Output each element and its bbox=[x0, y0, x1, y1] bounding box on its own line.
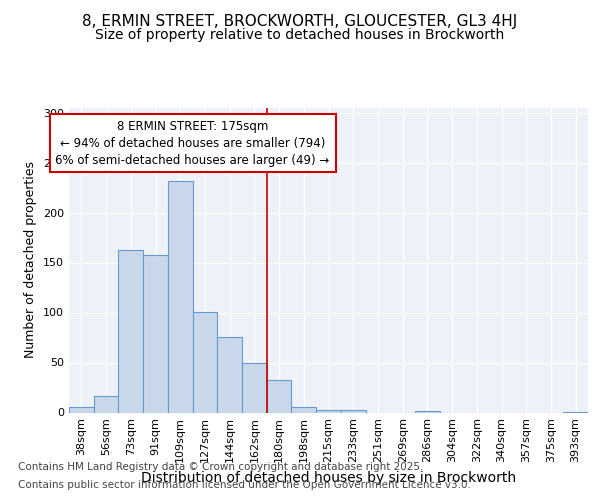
Bar bbox=[94, 396, 118, 412]
Text: 8, ERMIN STREET, BROCKWORTH, GLOUCESTER, GL3 4HJ: 8, ERMIN STREET, BROCKWORTH, GLOUCESTER,… bbox=[82, 14, 518, 29]
Y-axis label: Number of detached properties: Number of detached properties bbox=[25, 162, 37, 358]
Bar bbox=[267, 380, 292, 412]
Bar bbox=[193, 312, 217, 412]
Text: 8 ERMIN STREET: 175sqm
← 94% of detached houses are smaller (794)
6% of semi-det: 8 ERMIN STREET: 175sqm ← 94% of detached… bbox=[55, 120, 329, 166]
X-axis label: Distribution of detached houses by size in Brockworth: Distribution of detached houses by size … bbox=[141, 470, 516, 484]
Text: Size of property relative to detached houses in Brockworth: Size of property relative to detached ho… bbox=[95, 28, 505, 42]
Text: Contains public sector information licensed under the Open Government Licence v3: Contains public sector information licen… bbox=[18, 480, 471, 490]
Bar bbox=[242, 362, 267, 412]
Bar bbox=[217, 336, 242, 412]
Text: Contains HM Land Registry data © Crown copyright and database right 2025.: Contains HM Land Registry data © Crown c… bbox=[18, 462, 424, 472]
Bar bbox=[415, 410, 440, 412]
Bar bbox=[118, 250, 143, 412]
Bar bbox=[316, 410, 341, 412]
Bar bbox=[341, 410, 365, 412]
Bar bbox=[292, 406, 316, 412]
Bar bbox=[168, 180, 193, 412]
Bar bbox=[143, 254, 168, 412]
Bar bbox=[69, 406, 94, 412]
